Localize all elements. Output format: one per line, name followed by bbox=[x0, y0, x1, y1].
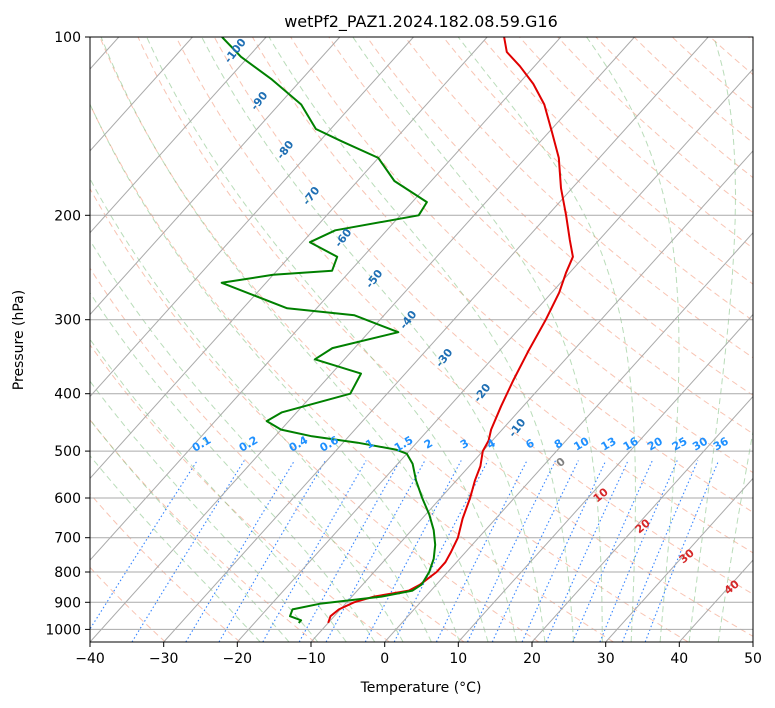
y-tick-label: 200 bbox=[54, 208, 81, 224]
x-tick-label: 30 bbox=[597, 651, 615, 667]
y-tick-label: 400 bbox=[54, 387, 81, 403]
moist-adiabat-line bbox=[586, 37, 680, 642]
plot-frame bbox=[89, 36, 754, 643]
moist-adiabat-line bbox=[90, 455, 261, 642]
x-axis-label: Temperature (°C) bbox=[360, 680, 482, 696]
temperature-line bbox=[327, 37, 574, 624]
x-tick-label: −40 bbox=[75, 651, 105, 667]
x-tick-label: −30 bbox=[149, 651, 179, 667]
isotherm-line bbox=[90, 37, 414, 398]
moist-adiabat-line bbox=[90, 103, 461, 642]
x-tick-label: 10 bbox=[449, 651, 467, 667]
moist-adiabat-line bbox=[201, 37, 546, 642]
moist-adiabat-line bbox=[90, 380, 319, 642]
y-tick-label: 300 bbox=[54, 313, 81, 329]
dry-adiabat-line bbox=[366, 37, 753, 396]
dry-adiabat-line bbox=[481, 37, 753, 285]
y-tick-label: 800 bbox=[54, 565, 81, 581]
dry-adiabat-line bbox=[633, 37, 753, 144]
dry-adiabat-line bbox=[90, 187, 540, 642]
isotherm-line bbox=[605, 477, 753, 642]
mixing-ratio-line bbox=[298, 460, 401, 642]
y-axis-label: Pressure (hPa) bbox=[11, 290, 27, 390]
mixing-ratio-line bbox=[644, 460, 720, 642]
y-tick-label: 500 bbox=[54, 444, 81, 460]
x-tick-label: 50 bbox=[744, 651, 762, 667]
y-tick-label: 700 bbox=[54, 531, 81, 547]
isotherm-line bbox=[90, 37, 562, 561]
y-tick-label: 600 bbox=[54, 491, 81, 507]
chart-title: wetPf2_PAZ1.2024.182.08.59.G16 bbox=[284, 12, 558, 32]
x-tick-label: 40 bbox=[670, 651, 688, 667]
isotherm-line bbox=[90, 37, 635, 642]
x-tick-label: 20 bbox=[523, 651, 541, 667]
dry-adiabat-line bbox=[175, 37, 753, 595]
background-lines bbox=[90, 37, 753, 642]
mixing-ratio-line bbox=[621, 460, 699, 642]
mixing-ratio-line bbox=[185, 460, 295, 642]
y-tick-label: 100 bbox=[54, 30, 81, 46]
mixing-ratio-line bbox=[599, 460, 678, 642]
isotherm-line bbox=[90, 37, 488, 480]
isotherm-line bbox=[531, 395, 753, 642]
isotherm-line bbox=[90, 37, 341, 316]
mixing-ratio-line bbox=[262, 460, 367, 642]
mixing-ratio-line bbox=[218, 460, 326, 642]
y-tick-label: 900 bbox=[54, 595, 81, 611]
dry-adiabat-line bbox=[328, 37, 753, 435]
isotherm-line bbox=[457, 313, 753, 642]
moist-adiabat-line bbox=[90, 239, 404, 642]
isotherm-line bbox=[752, 641, 753, 642]
dry-adiabat-line bbox=[90, 103, 614, 642]
mixing-ratio-line bbox=[572, 460, 653, 642]
mixing-ratio-line bbox=[467, 460, 557, 642]
x-tick-label: 0 bbox=[380, 651, 389, 667]
moist-adiabat-line bbox=[717, 429, 753, 642]
x-tick-label: −10 bbox=[296, 651, 326, 667]
dry-adiabat-line bbox=[251, 37, 753, 513]
dewpoint-line bbox=[220, 37, 437, 624]
dry-adiabat-line bbox=[290, 37, 753, 474]
mixing-ratio-line bbox=[521, 460, 607, 642]
moist-adiabat-line bbox=[90, 177, 432, 642]
moist-adiabat-line bbox=[90, 291, 376, 642]
mixing-ratio-line bbox=[435, 460, 528, 642]
moist-adiabat-line bbox=[688, 37, 737, 642]
profile-lines bbox=[220, 37, 574, 624]
dry-adiabat-line bbox=[442, 37, 753, 322]
moist-adiabat-line bbox=[268, 37, 575, 642]
y-tick-label: 1000 bbox=[45, 622, 81, 638]
isotherm-line bbox=[90, 37, 267, 234]
plot-background bbox=[90, 37, 753, 642]
x-tick-label: −20 bbox=[223, 651, 253, 667]
dry-adiabat-line bbox=[90, 418, 316, 642]
isotherm-line bbox=[384, 232, 753, 642]
dry-adiabat-line bbox=[99, 37, 689, 642]
isotherm-line bbox=[163, 37, 709, 642]
isotherm-line bbox=[310, 150, 753, 642]
dry-adiabat-line bbox=[595, 37, 753, 179]
isotherm-line bbox=[236, 68, 753, 642]
axes: −40 −30 −20 −10 0 10 20 30 40 50 100 200 300 400 500 60… bbox=[45, 30, 762, 667]
isotherm-line bbox=[90, 37, 193, 152]
mixing-ratio-line bbox=[325, 460, 426, 642]
mixing-ratio-line bbox=[491, 460, 579, 642]
